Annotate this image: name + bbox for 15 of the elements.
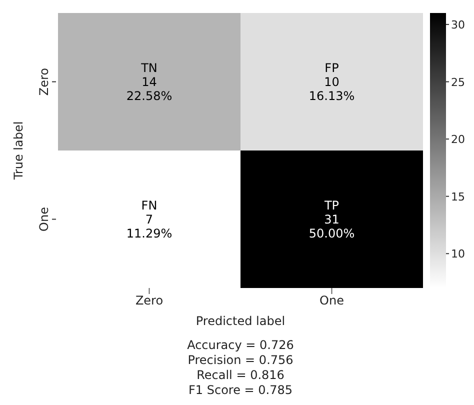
text: Accuracy = 0.726 bbox=[186, 338, 295, 353]
color-bar-label: 15 bbox=[451, 190, 465, 204]
data-label: FP 10 16.13% bbox=[308, 60, 355, 103]
color-bar-label: 20 bbox=[451, 133, 465, 146]
data-label: TN 14 22.58% bbox=[126, 60, 172, 103]
data-label: TP 31 50.00% bbox=[308, 198, 355, 240]
text: F1 Score = 0.785 bbox=[188, 383, 294, 398]
y-axis-title: True label bbox=[11, 121, 26, 181]
text: Precision = 0.756 bbox=[186, 353, 294, 368]
color-bar-label: 30 bbox=[451, 18, 465, 32]
text: Recall = 0.816 bbox=[196, 368, 286, 383]
x-axis-title: Predicted label bbox=[196, 314, 286, 328]
color-bar-label: 10 bbox=[451, 248, 465, 261]
color-bar-label: 25 bbox=[451, 76, 465, 89]
data-label: FN 7 11.29% bbox=[126, 198, 172, 240]
